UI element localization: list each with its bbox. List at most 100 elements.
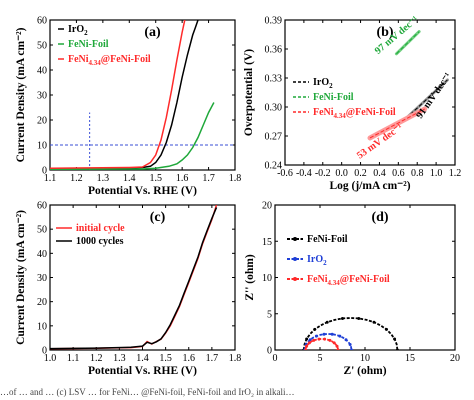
panel-label: (a)	[144, 25, 161, 40]
y-tick-label: 0	[42, 166, 47, 177]
y-tick-label: 0.39	[265, 16, 283, 27]
x-tick-label: 1.3	[97, 173, 110, 184]
y-axis-title: Current Density (mA cm⁻²)	[15, 27, 27, 162]
x-axis-title: Potential Vs. RHE (V)	[88, 185, 197, 197]
legend-label: FeNi4.34@FeNi-Foil	[68, 54, 151, 67]
panel-d: 0 5 10 15 20 0 5 10 15 20 Z' (ohm) Z'' (ohm) (d) FeNi…	[244, 201, 460, 378]
x-tick-label: 1.8	[229, 353, 242, 364]
y-tick-label: 0.30	[265, 103, 283, 114]
data-point	[325, 320, 329, 324]
y-tick-label: 20	[37, 297, 47, 308]
legend-label: initial cycle	[76, 223, 125, 234]
legend-label: IrO2	[68, 24, 88, 37]
y-tick-label: 0	[42, 346, 47, 357]
data-point	[338, 334, 342, 338]
data-point	[322, 332, 326, 336]
x-tick-label: 0.4	[373, 168, 386, 179]
x-tick-label: -0.4	[296, 168, 312, 179]
data-point	[350, 348, 353, 350]
data-point	[344, 338, 348, 342]
data-point	[330, 332, 334, 336]
x-tick-label: 0.8	[411, 168, 424, 179]
y-tick-label: 0.27	[265, 132, 283, 143]
data-point	[395, 348, 399, 350]
x-tick-label: 1.5	[159, 353, 172, 364]
slope-annotation: 91 mV dec⁻¹	[414, 71, 453, 121]
x-tick-label: 1.1	[67, 353, 80, 364]
y-tick-label: 10	[262, 273, 272, 284]
y-tick-label: 50	[37, 225, 47, 236]
data-point	[323, 337, 327, 341]
data-point	[372, 320, 376, 324]
legend-marker	[293, 257, 297, 261]
x-tick-label: 1.4	[136, 353, 149, 364]
data-point	[305, 344, 309, 348]
y-tick-label: 20	[262, 201, 272, 212]
x-tick-label: 1.6	[176, 173, 189, 184]
y-tick-label: 0.36	[265, 45, 283, 56]
series-line-1	[50, 102, 215, 170]
data-point	[328, 338, 332, 342]
legend-label: IrO2	[313, 77, 333, 90]
tafel-fit-0	[405, 79, 448, 119]
y-tick-label: 40	[37, 249, 47, 260]
x-tick-label: 15	[405, 353, 415, 364]
data-point	[304, 348, 308, 350]
y-tick-label: 0.24	[265, 161, 283, 172]
data-point	[305, 337, 309, 341]
legend-label: FeNi4.34@FeNi-Foil	[307, 274, 390, 287]
x-tick-label: 1.4	[123, 173, 136, 184]
x-tick-label: 1.0	[430, 168, 443, 179]
x-tick-label: 0.0	[335, 168, 348, 179]
legend-label: FeNi-Foil	[307, 234, 348, 245]
y-axis-title: Z'' (ohm)	[244, 254, 256, 300]
x-tick-label: 5	[318, 353, 323, 364]
x-tick-label: 10	[360, 353, 370, 364]
figure-caption: …of … and … (c) LSV … for FeNi… @FeNi-fo…	[0, 387, 295, 397]
series-line-0	[50, 205, 218, 350]
data-point	[317, 337, 321, 341]
panel-b: -0.6 -0.4 -0.2 0.0 0.2 0.4 0.6 0.8 1.0 1.2 0.24 0.2…	[243, 14, 461, 192]
plot-area	[50, 205, 218, 350]
series-line-2	[50, 20, 186, 170]
series-line-1	[50, 207, 218, 350]
legend-label: FeNi-Foil	[68, 39, 109, 50]
x-axis-title: Z' (ohm)	[343, 365, 386, 377]
panel-label: (b)	[376, 25, 393, 40]
x-tick-label: 1.5	[149, 173, 162, 184]
x-axis-title: Log (j/mA cm⁻²)	[329, 180, 410, 192]
data-point	[314, 334, 318, 338]
legend-marker	[293, 277, 297, 281]
y-tick-label: 10	[37, 321, 47, 332]
data-point	[313, 327, 317, 331]
data-point	[308, 338, 312, 342]
data-point	[393, 337, 397, 341]
legend-label: IrO2	[307, 254, 327, 267]
panel-c: 1.0 1.1 1.2 1.3 1.4 1.5 1.6 1.7 1.8 0 10 20 30 40 50 60…	[15, 201, 241, 378]
data-point	[332, 341, 336, 345]
y-axis-title: Current Density (mA cm⁻²)	[15, 210, 27, 345]
x-tick-label: 1.2	[449, 168, 462, 179]
y-tick-label: 50	[37, 41, 47, 52]
panel-label: (d)	[371, 210, 388, 225]
y-tick-label: 15	[262, 237, 272, 248]
y-tick-label: 20	[37, 116, 47, 127]
x-tick-label: 0	[273, 353, 278, 364]
x-tick-label: -0.6	[277, 168, 293, 179]
slope-annotation: 53 mV dec⁻¹	[355, 122, 405, 161]
x-tick-label: 0.6	[392, 168, 405, 179]
data-point	[307, 341, 311, 345]
data-point	[340, 316, 344, 320]
tafel-fit-2	[369, 108, 426, 139]
data-point	[336, 348, 340, 350]
plot-frame	[284, 19, 456, 166]
y-tick-label: 5	[267, 309, 272, 320]
panel-label: (c)	[150, 210, 166, 225]
x-tick-label: 1.7	[206, 353, 219, 364]
data-point	[357, 316, 361, 320]
data-point	[384, 327, 388, 331]
series-line-feni4-34-feni-foil	[304, 337, 339, 350]
x-tick-label: 0.2	[354, 168, 367, 179]
y-axis-title: Overpotential (V)	[243, 49, 255, 136]
